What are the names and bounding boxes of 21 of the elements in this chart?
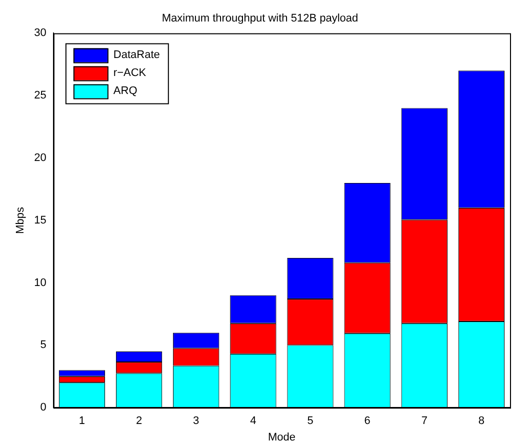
x-tick-label: 8 [478, 415, 485, 428]
chart-title: Maximum throughput with 512B payload [162, 12, 358, 25]
x-tick-label: 2 [136, 415, 142, 428]
x-tick-label: 4 [250, 415, 256, 428]
y-tick-label: 10 [34, 276, 46, 289]
y-axis-title: Mbps [14, 206, 27, 234]
y-tick-label: 25 [34, 90, 46, 102]
x-tick-label: 7 [421, 415, 428, 428]
y-tick-label: 5 [40, 339, 46, 352]
legend-label: DataRate [113, 49, 160, 62]
y-tick-label: 15 [34, 214, 46, 226]
x-tick-label: 3 [193, 415, 200, 428]
x-axis-title: Mode [268, 431, 296, 444]
y-tick-label: 20 [34, 152, 46, 164]
x-tick-label: 1 [78, 415, 86, 428]
y-tick-label: 30 [34, 27, 46, 40]
legend-label: ARQ [113, 85, 138, 98]
x-tick-label: 6 [364, 415, 370, 428]
legend-label: r−ACK [113, 67, 147, 80]
x-tick-label: 5 [307, 415, 314, 428]
y-tick-label: 0 [40, 402, 46, 414]
